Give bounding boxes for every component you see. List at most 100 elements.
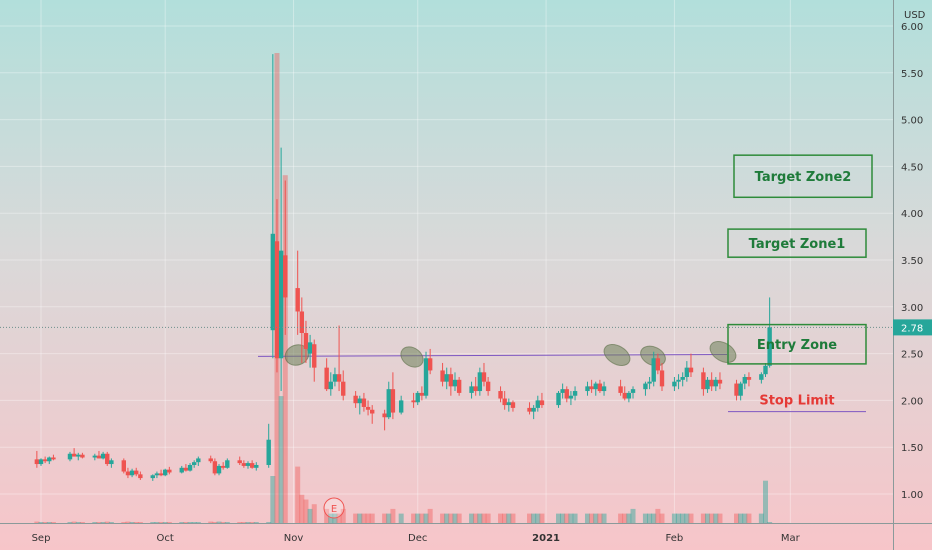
volume-bar [502,513,508,523]
candle-body [593,383,598,390]
candle-body [506,402,512,406]
volume-bar [506,513,512,523]
earnings-circle[interactable] [323,497,345,519]
volume-bar [427,508,433,523]
target-zone2-box[interactable] [733,154,873,199]
volume-bar [162,522,168,523]
candle-body [254,464,259,468]
candle-body [274,241,280,359]
volume-bar [336,513,342,523]
volume-bar [154,522,160,523]
volume-bar [369,513,375,523]
candle-body [38,459,44,465]
volume-bar [245,522,251,523]
volume-bar [742,513,748,523]
volume-bar [572,513,578,523]
candle-body [419,392,425,396]
candle-body [684,367,690,377]
volume-bar [324,508,330,523]
candle-body [51,457,56,460]
time-tick-label: Sep [32,533,51,544]
candle-body [398,400,404,413]
volume-bar [688,513,694,523]
volume-bar [705,513,711,523]
candle-body [80,454,85,458]
candle-body [688,367,694,373]
touch-marker-ellipse [400,346,424,368]
earnings-marker-label: E [331,504,337,515]
candle-body [76,454,81,457]
candle-body [220,465,226,468]
volume-bar [411,513,417,523]
volume-bar [651,513,657,523]
volume-bar [456,513,462,523]
volume-bar [700,513,706,523]
volume-bar [584,513,590,523]
volume-bar [249,522,255,523]
volume-bar [510,513,516,523]
volume-bar [295,466,301,523]
price-tick-label: 5.50 [901,69,923,80]
candle-body [332,374,338,382]
candle-body [92,455,98,458]
candle-body [47,457,52,462]
volume-bar [150,522,156,523]
candle-body [121,460,126,472]
earnings-marker[interactable]: E [323,497,345,519]
volume-bar [129,522,135,523]
volume-bar [46,522,52,523]
candle-body [283,255,288,298]
candle-body [241,463,247,466]
volume-bar [593,513,599,523]
volume-bar [531,513,537,523]
volume-bar [498,513,504,523]
candle-body [299,311,305,334]
candle-body [341,381,346,396]
volume-bar [34,521,40,523]
candle-body [266,439,271,465]
candle-body [643,383,648,390]
volume-bar [382,513,388,523]
volume-bar [166,522,172,523]
candle-body [705,379,710,390]
volume-bars [34,53,773,523]
volume-bar [556,513,561,523]
candle-body [386,389,391,418]
volume-bar [448,513,454,523]
touch-marker-ellipse [603,344,631,366]
price-tick-label: 2.00 [901,396,923,407]
candle-body [572,391,578,396]
candle-body [485,381,491,392]
candle-body [456,379,462,393]
volume-bar [108,522,114,523]
candle-body [568,395,574,399]
candle-body [196,458,201,463]
candle-body [390,389,396,413]
volume-bar [125,521,131,523]
candle-body [183,467,189,471]
candle-body [630,389,636,393]
candle-body [154,473,160,476]
price-tick-label: 5.00 [901,116,923,127]
candle-body [415,392,420,403]
volume-bar [299,494,305,523]
candle-body [411,400,416,403]
volume-bar [79,522,85,523]
volume-bar [477,513,483,523]
target-zone1-box[interactable] [727,228,867,258]
candle-body [71,453,77,457]
candle-body [560,389,565,393]
candle-body [100,453,106,459]
candle-body [357,398,362,404]
volume-bar [763,480,768,523]
candle-body [651,358,656,382]
volume-bar [647,513,653,523]
volume-bar [601,513,607,523]
volume-bar [398,513,404,523]
volume-bar [440,513,446,523]
entry-zone-box[interactable] [727,323,867,365]
candle-body [163,469,168,476]
volume-bar [340,508,346,523]
volume-bar [195,522,201,523]
